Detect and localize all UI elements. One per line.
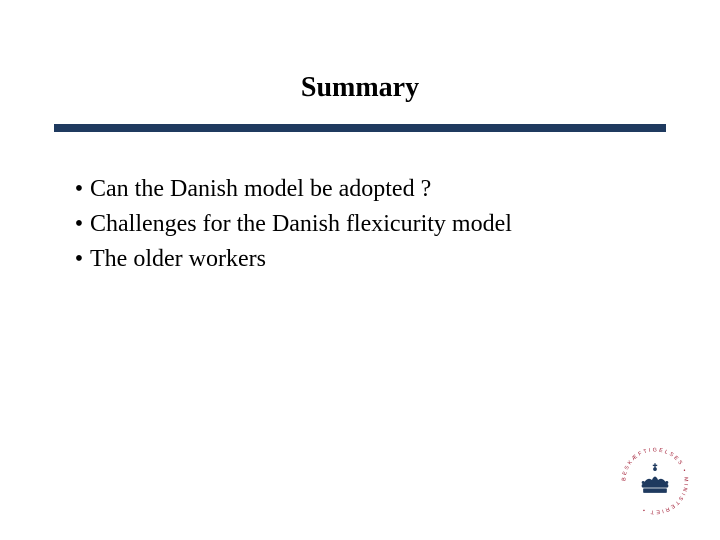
crown-icon (642, 463, 669, 493)
list-item: • The older workers (68, 242, 666, 277)
bullet-text: Can the Danish model be adopted ? (90, 172, 666, 207)
list-item: • Challenges for the Danish flexicurity … (68, 207, 666, 242)
horizontal-rule (54, 124, 666, 132)
bullet-text: The older workers (90, 242, 666, 277)
title-area: Summary (0, 0, 720, 104)
bullet-dot-icon: • (68, 207, 90, 242)
ministry-logo-svg: BESKÆFTIGELSES • MINISTERIET • (618, 444, 692, 518)
content-area: • Can the Danish model be adopted ? • Ch… (68, 172, 666, 276)
bullet-dot-icon: • (68, 172, 90, 207)
bullet-list: • Can the Danish model be adopted ? • Ch… (68, 172, 666, 276)
bullet-text: Challenges for the Danish flexicurity mo… (90, 207, 666, 242)
slide: Summary • Can the Danish model be adopte… (0, 0, 720, 540)
ministry-logo: BESKÆFTIGELSES • MINISTERIET • (618, 444, 692, 518)
slide-title: Summary (0, 72, 720, 104)
bullet-dot-icon: • (68, 242, 90, 277)
list-item: • Can the Danish model be adopted ? (68, 172, 666, 207)
